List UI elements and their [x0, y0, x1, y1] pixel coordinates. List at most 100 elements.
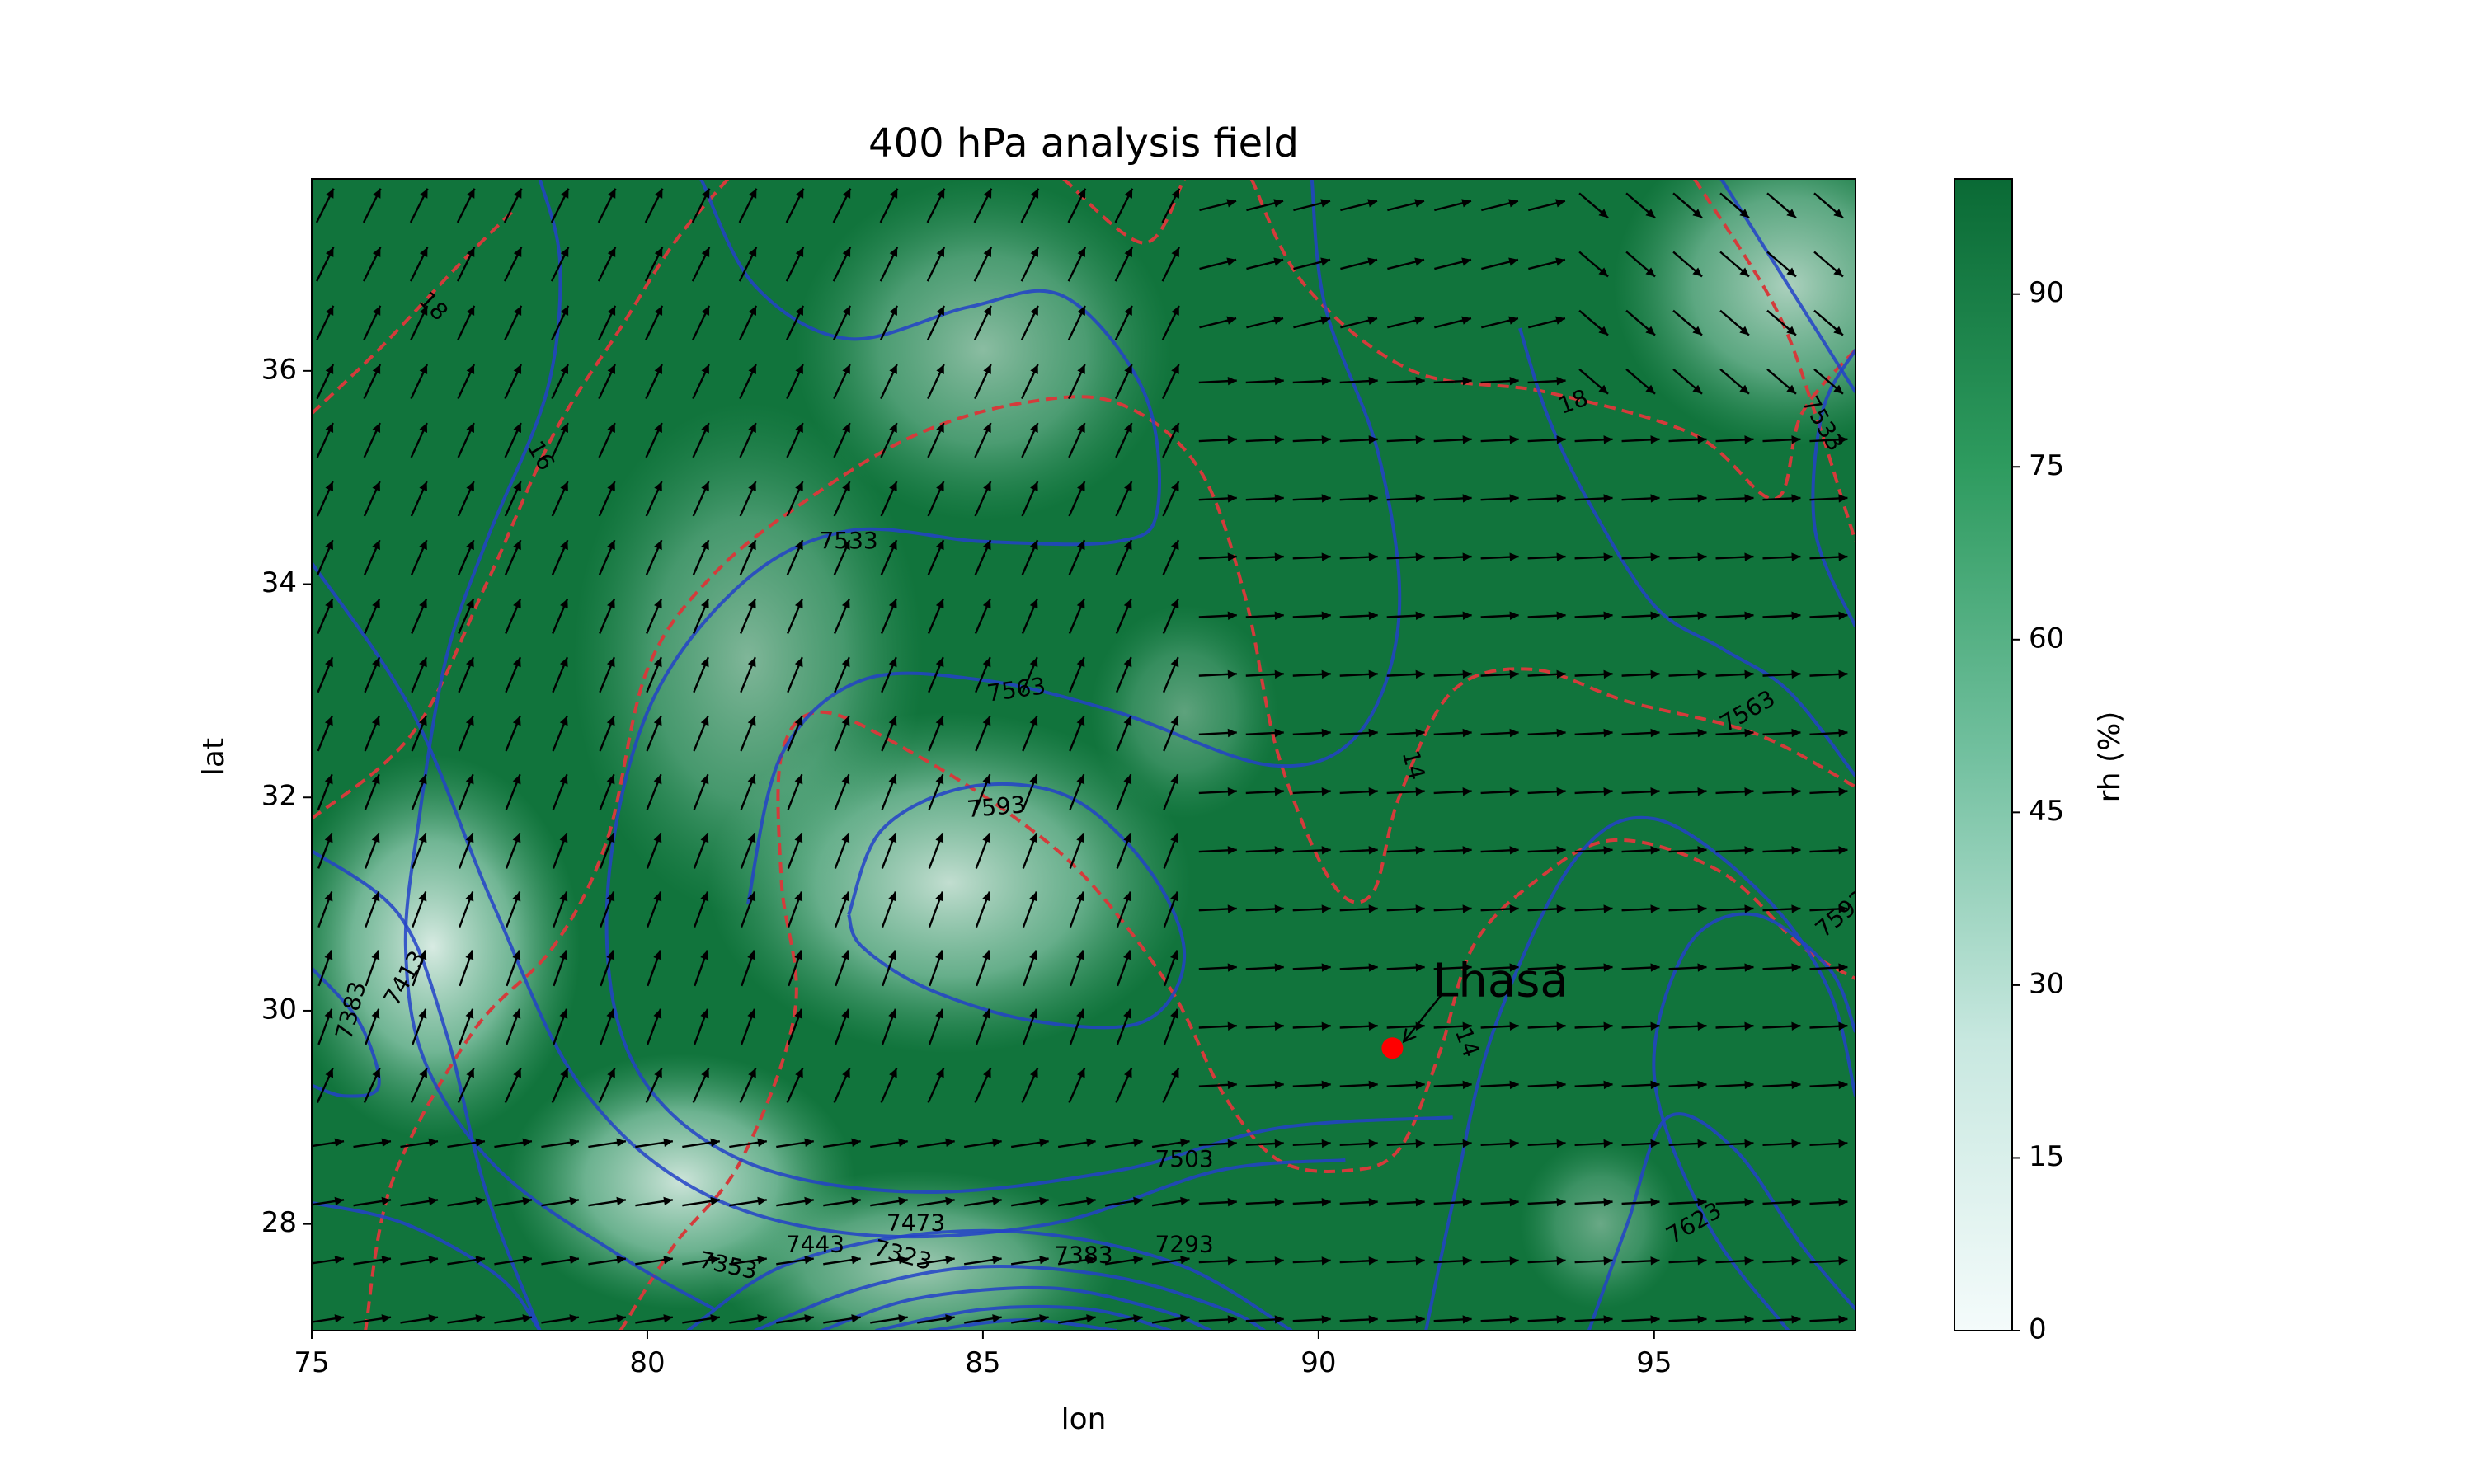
wind-arrow	[880, 481, 898, 517]
wind-arrow	[1480, 611, 1519, 620]
wind-arrow	[1339, 1139, 1378, 1148]
wind-arrow	[458, 773, 474, 810]
wind-arrow	[1245, 435, 1284, 444]
wind-arrow	[316, 305, 335, 340]
annotation-layer: Lhasa	[1381, 955, 1569, 1059]
wind-arrow	[1057, 1196, 1096, 1207]
wind-arrow	[317, 773, 333, 810]
wind-arrow	[457, 247, 476, 282]
wind-arrow	[1668, 1256, 1707, 1266]
wind-arrow	[691, 247, 711, 282]
wind-arrow	[1715, 611, 1754, 620]
wind-arrow	[1151, 1196, 1190, 1207]
y-axis: 28 30 32 34 36	[261, 353, 312, 1239]
wind-arrow	[1715, 846, 1754, 855]
wind-arrow	[834, 715, 850, 752]
wind-arrow	[693, 891, 709, 928]
wind-arrow	[1104, 1138, 1143, 1148]
rh-dry-region	[1520, 1139, 1681, 1310]
wind-arrow	[598, 1067, 616, 1103]
wind-arrow	[786, 598, 804, 634]
wind-arrow	[1527, 199, 1566, 212]
wind-arrow	[1339, 669, 1378, 679]
wind-arrow	[927, 364, 945, 400]
wind-arrow	[833, 422, 851, 458]
wind-arrow	[1715, 435, 1754, 444]
wind-arrow	[927, 598, 945, 634]
wind-arrow	[1715, 963, 1754, 972]
wind-arrow	[1766, 251, 1797, 278]
wind-arrow	[1162, 422, 1180, 458]
contour-label: 7533	[819, 527, 877, 554]
wind-arrow	[1809, 552, 1848, 561]
wind-arrow	[1022, 832, 1038, 869]
wind-arrow	[1386, 376, 1425, 386]
wind-arrow	[553, 1008, 568, 1045]
wind-arrow	[1245, 1315, 1284, 1324]
wind-arrow	[1245, 1080, 1284, 1090]
contour-label: 7293	[1155, 1231, 1213, 1258]
wind-arrow	[974, 364, 992, 400]
wind-arrow	[1292, 435, 1331, 444]
wind-arrow	[1762, 1197, 1801, 1207]
wind-arrow	[1574, 611, 1613, 620]
wind-arrow	[1578, 192, 1609, 219]
wind-arrow	[599, 715, 615, 752]
wind-arrow	[1115, 539, 1133, 575]
wind-arrow	[1198, 787, 1237, 796]
wind-arrow	[1480, 728, 1519, 738]
wind-arrow	[740, 832, 756, 869]
wind-arrow	[647, 1008, 662, 1045]
contour-label: 7473	[887, 1209, 945, 1237]
wind-arrow	[1057, 1314, 1096, 1324]
wind-arrow	[409, 188, 429, 223]
wind-arrow	[1672, 192, 1703, 219]
wind-arrow	[1715, 1139, 1754, 1148]
wind-arrow	[1386, 963, 1425, 972]
x-tick-label: 75	[294, 1346, 329, 1379]
wind-arrow	[1116, 773, 1132, 810]
wind-arrow	[588, 1138, 627, 1148]
wind-arrow	[551, 422, 569, 458]
wind-arrow	[881, 773, 897, 810]
wind-arrow	[1116, 891, 1131, 928]
wind-arrow	[1715, 1256, 1754, 1266]
geopotential-contour-line	[1424, 815, 1856, 1331]
wind-arrow	[316, 364, 335, 400]
wind-arrow	[1386, 904, 1425, 913]
y-axis-label: lat	[197, 738, 231, 776]
wind-arrow	[880, 1067, 898, 1103]
wind-arrow	[1339, 552, 1378, 561]
wind-arrow	[1813, 192, 1844, 219]
wind-arrow	[975, 773, 991, 810]
y-tick-label: 30	[261, 993, 297, 1026]
wind-arrow	[963, 1196, 1002, 1207]
wind-arrow	[317, 891, 333, 928]
colorbar-ticks: 0 15 30 45 60 75 90	[2012, 276, 2064, 1346]
wind-arrow	[600, 950, 615, 987]
wind-arrow	[363, 305, 382, 340]
wind-arrow	[456, 188, 476, 223]
wind-arrow	[1198, 435, 1237, 444]
wind-arrow	[644, 247, 664, 282]
wind-arrow	[1766, 309, 1797, 336]
wind-arrow	[1762, 669, 1801, 679]
wind-arrow	[552, 715, 568, 752]
wind-arrow	[1245, 552, 1284, 561]
colorbar-label: rh (%)	[2093, 711, 2127, 803]
wind-arrow	[1762, 1256, 1801, 1266]
wind-arrow	[505, 773, 521, 810]
wind-arrow	[362, 188, 382, 223]
wind-arrow	[316, 1067, 334, 1103]
wind-arrow	[364, 715, 380, 752]
wind-arrow	[928, 773, 944, 810]
wind-arrow	[1527, 494, 1566, 503]
wind-arrow	[1574, 904, 1613, 913]
wind-arrow	[459, 1008, 474, 1045]
wind-arrow	[552, 598, 569, 634]
wind-arrow	[1386, 1256, 1425, 1266]
wind-arrow	[832, 188, 852, 223]
wind-arrow	[963, 1255, 1002, 1266]
wind-arrow	[1813, 368, 1844, 395]
